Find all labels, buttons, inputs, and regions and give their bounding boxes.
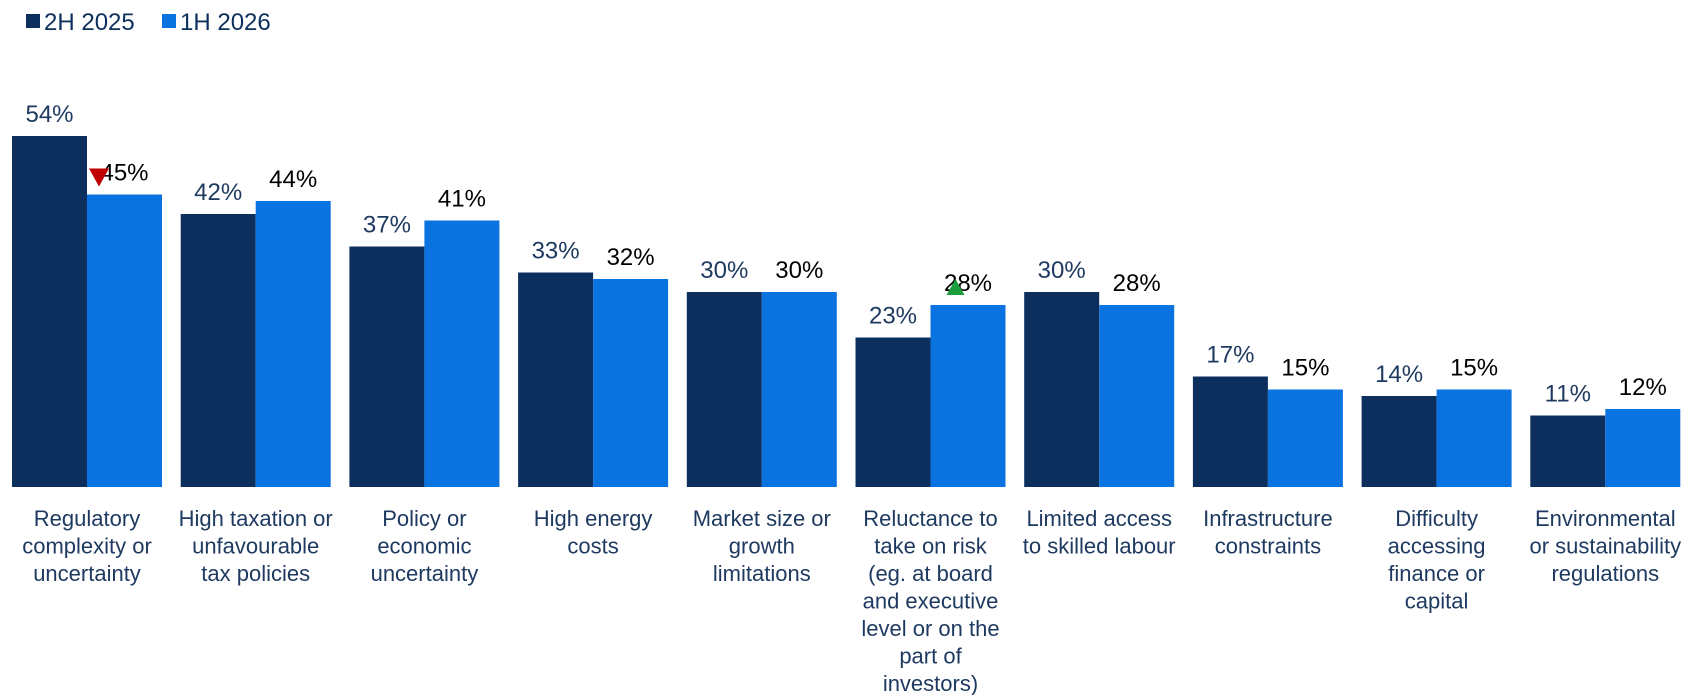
category-label-line: High taxation or — [179, 506, 333, 531]
category-label-line: capital — [1405, 589, 1469, 614]
value-label-1h-2026-3: 41% — [438, 186, 486, 213]
bar-2h-2025-9 — [1361, 396, 1437, 487]
value-label-2h-2025-5: 30% — [700, 257, 748, 284]
value-label-2h-2025-3: 37% — [363, 212, 411, 239]
value-label-1h-2026-1: 45% — [100, 160, 148, 187]
bar-1h-2026-9 — [1436, 389, 1512, 487]
category-label-line: growth — [729, 534, 795, 559]
category-label-line: or sustainability — [1529, 534, 1681, 559]
value-label-2h-2025-4: 33% — [532, 238, 580, 265]
bar-2h-2025-7 — [1024, 292, 1100, 487]
markers-group — [89, 168, 965, 295]
category-label-line: finance or — [1388, 561, 1485, 586]
value-label-1h-2026-5: 30% — [775, 257, 823, 284]
category-label-line: Market size or — [693, 506, 831, 531]
category-label-line: Environmental — [1535, 506, 1676, 531]
category-label-line: unfavourable — [192, 534, 319, 559]
value-label-2h-2025-2: 42% — [194, 179, 242, 206]
category-label-line: limitations — [713, 561, 811, 586]
bar-1h-2026-1 — [87, 194, 162, 487]
legend-swatch-2h-2025 — [26, 14, 40, 28]
bar-1h-2026-8 — [1267, 389, 1343, 487]
category-label-7: Limited access to skilled labour — [1023, 506, 1176, 559]
value-label-2h-2025-7: 30% — [1038, 257, 1086, 284]
category-label-4: High energy costs — [534, 506, 653, 559]
bars-group — [12, 136, 1681, 487]
category-label-line: Regulatory — [34, 506, 140, 531]
bar-2h-2025-5 — [686, 292, 762, 487]
category-label-2: High taxation or unfavourable tax policies — [179, 506, 333, 586]
value-label-1h-2026-10: 12% — [1619, 374, 1667, 401]
category-label-line: Limited access — [1026, 506, 1172, 531]
value-label-2h-2025-10: 11% — [1545, 381, 1591, 408]
category-label-line: costs — [567, 534, 618, 559]
category-label-line: part of — [899, 644, 962, 669]
category-label-3: Policy or economic uncertainty — [371, 506, 479, 586]
category-label-8: Infrastructure constraints — [1203, 506, 1333, 559]
bar-1h-2026-6 — [930, 305, 1006, 487]
value-label-1h-2026-4: 32% — [607, 244, 655, 271]
category-label-line: investors) — [883, 671, 978, 695]
legend-label-2h-2025: 2H 2025 — [44, 9, 135, 36]
category-label-line: regulations — [1551, 561, 1659, 586]
bar-2h-2025-3 — [349, 246, 425, 487]
value-label-1h-2026-7: 28% — [1113, 270, 1161, 297]
value-label-1h-2026-2: 44% — [269, 166, 317, 193]
category-label-line: (eg. at board — [868, 561, 993, 586]
category-label-line: High energy — [534, 506, 653, 531]
bar-2h-2025-8 — [1192, 376, 1268, 487]
category-label-line: constraints — [1215, 534, 1321, 559]
category-label-10: Environmental or sustainability regulation… — [1529, 506, 1681, 586]
category-label-line: accessing — [1388, 534, 1486, 559]
category-label-line: Difficulty — [1395, 506, 1478, 531]
bar-1h-2026-5 — [761, 292, 837, 487]
category-label-line: Infrastructure — [1203, 506, 1333, 531]
category-label-5: Market size or growth limitations — [693, 506, 831, 586]
bar-1h-2026-10 — [1605, 409, 1681, 487]
category-label-line: tax policies — [201, 561, 310, 586]
bar-1h-2026-7 — [1099, 305, 1175, 487]
category-label-line: to skilled labour — [1023, 534, 1176, 559]
bar-2h-2025-2 — [180, 214, 256, 487]
category-label-line: take on risk — [874, 534, 987, 559]
value-label-2h-2025-1: 54% — [25, 101, 73, 128]
category-label-1: Regulatory complexity or uncertainty — [22, 506, 152, 586]
bar-1h-2026-3 — [424, 220, 500, 487]
category-label-6: Reluctance to take on risk (eg. at board an… — [861, 506, 999, 695]
value-labels-group: 54%45%42% 44%37%41%33% 32% 30% 30%23%28% 30% 2… — [25, 101, 1666, 408]
category-label-line: uncertainty — [33, 561, 141, 586]
category-label-line: complexity or — [22, 534, 152, 559]
bar-1h-2026-4 — [593, 279, 669, 487]
category-label-9: Difficulty accessing finance or capital — [1388, 506, 1486, 614]
value-label-2h-2025-6: 23% — [869, 303, 917, 330]
value-label-2h-2025-8: 17% — [1206, 342, 1254, 369]
bar-2h-2025-1 — [12, 136, 87, 487]
category-label-line: Reluctance to — [863, 506, 998, 531]
category-label-line: Policy or — [382, 506, 466, 531]
bar-1h-2026-2 — [255, 201, 331, 487]
legend-label-1h-2026: 1H 2026 — [180, 9, 271, 36]
up-arrow-icon — [946, 279, 965, 295]
value-label-1h-2026-8: 15% — [1281, 355, 1329, 382]
down-arrow-icon — [89, 168, 109, 187]
category-label-line: uncertainty — [371, 561, 479, 586]
value-label-1h-2026-9: 15% — [1450, 355, 1498, 382]
bar-2h-2025-10 — [1530, 415, 1606, 487]
bar-2h-2025-6 — [855, 337, 931, 487]
legend: 2H 2025 1H 2026 — [26, 9, 271, 36]
value-label-2h-2025-9: 14% — [1375, 361, 1423, 388]
bar-2h-2025-4 — [518, 272, 594, 487]
category-label-line: and executive — [863, 589, 999, 614]
category-label-line: economic — [377, 534, 471, 559]
legend-swatch-1h-2026 — [162, 14, 176, 28]
category-label-line: level or on the — [861, 616, 999, 641]
